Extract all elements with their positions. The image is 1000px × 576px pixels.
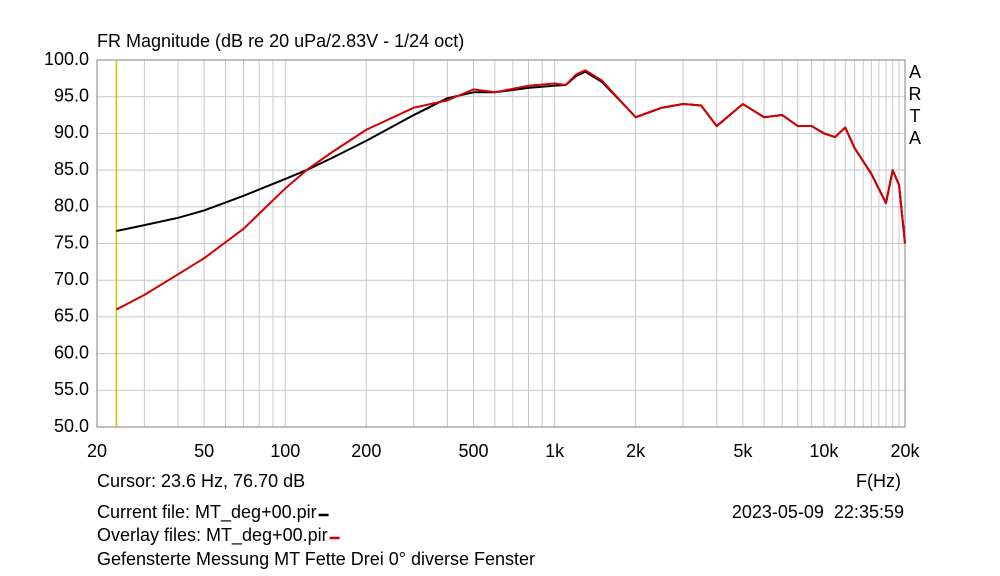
side-label: A [909, 62, 921, 82]
side-label: R [909, 84, 922, 104]
y-tick-label: 100.0 [44, 49, 89, 69]
legend-label: Current file: MT_deg+00.pir [97, 502, 317, 523]
y-tick-label: 85.0 [54, 159, 89, 179]
x-tick-label: 5k [733, 441, 753, 461]
x-tick-label: 20 [87, 441, 107, 461]
y-tick-label: 55.0 [54, 379, 89, 399]
side-label: T [910, 106, 921, 126]
datetime: 2023-05-09 22:35:59 [732, 502, 904, 522]
y-tick-label: 70.0 [54, 269, 89, 289]
x-tick-label: 200 [351, 441, 381, 461]
x-tick-label: 50 [194, 441, 214, 461]
x-tick-label: 10k [809, 441, 839, 461]
y-tick-label: 50.0 [54, 416, 89, 436]
chart-title: FR Magnitude (dB re 20 uPa/2.83V - 1/24 … [97, 31, 464, 51]
y-tick-label: 75.0 [54, 232, 89, 252]
y-tick-label: 60.0 [54, 342, 89, 362]
x-axis-label: F(Hz) [856, 471, 901, 491]
description: Gefensterte Messung MT Fette Drei 0° div… [97, 549, 535, 569]
side-label: A [909, 128, 921, 148]
x-tick-label: 1k [545, 441, 565, 461]
series-line [115, 69, 906, 311]
series-line [116, 70, 906, 244]
cursor-readout: Cursor: 23.6 Hz, 76.70 dB [97, 471, 305, 491]
x-tick-label: 2k [626, 441, 646, 461]
x-tick-label: 500 [458, 441, 488, 461]
x-tick-label: 100 [270, 441, 300, 461]
y-tick-label: 90.0 [54, 122, 89, 142]
x-tick-label: 20k [890, 441, 920, 461]
y-tick-label: 65.0 [54, 306, 89, 326]
y-tick-label: 95.0 [54, 85, 89, 105]
legend-label: Overlay files: MT_deg+00.pir [97, 525, 328, 546]
y-tick-label: 80.0 [54, 196, 89, 216]
